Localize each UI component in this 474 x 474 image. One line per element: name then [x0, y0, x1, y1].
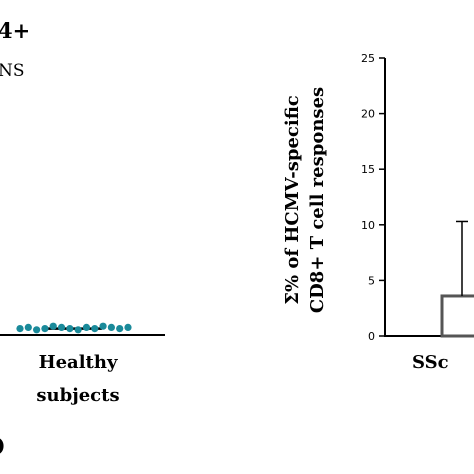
data-point	[66, 325, 74, 333]
significance-label: NS	[0, 61, 25, 81]
y-axis-label-line2: CD8+ T cell responses	[307, 87, 328, 313]
panel-title-fragment: 4+	[0, 18, 30, 43]
right-y-ticks: 0 5 10 15 20 25	[361, 52, 385, 343]
y-tick-label: 20	[361, 108, 375, 121]
bar-ssc	[440, 294, 474, 338]
left-scatter-points	[16, 322, 132, 334]
data-point	[41, 325, 49, 333]
data-point	[124, 323, 132, 331]
data-point	[49, 322, 57, 330]
y-tick-label: 10	[361, 219, 375, 232]
left-category-label-line2: subjects	[36, 385, 119, 406]
right-panel: Σ% of HCMV-specific CD8+ T cell response…	[282, 52, 474, 373]
footer-fragment: )	[0, 433, 5, 457]
data-point	[99, 322, 107, 330]
right-bars	[440, 220, 474, 338]
y-tick-label: 15	[361, 163, 375, 176]
data-point	[16, 325, 24, 333]
data-point	[116, 325, 124, 333]
left-panel: 4+ NS Healthy subjects )	[0, 18, 165, 457]
data-point	[107, 323, 115, 331]
data-point	[91, 325, 99, 333]
y-axis-label-line1: Σ% of HCMV-specific	[282, 95, 303, 305]
y-tick-label: 25	[361, 52, 375, 65]
y-tick-label: 5	[368, 274, 375, 287]
right-category-label: SSc	[412, 352, 449, 373]
left-category-label-line1: Healthy	[39, 352, 118, 373]
data-point	[24, 323, 32, 331]
y-tick-label: 0	[368, 330, 375, 343]
data-point	[33, 326, 41, 334]
data-point	[82, 323, 91, 331]
data-point	[74, 326, 82, 334]
data-point	[57, 323, 66, 331]
